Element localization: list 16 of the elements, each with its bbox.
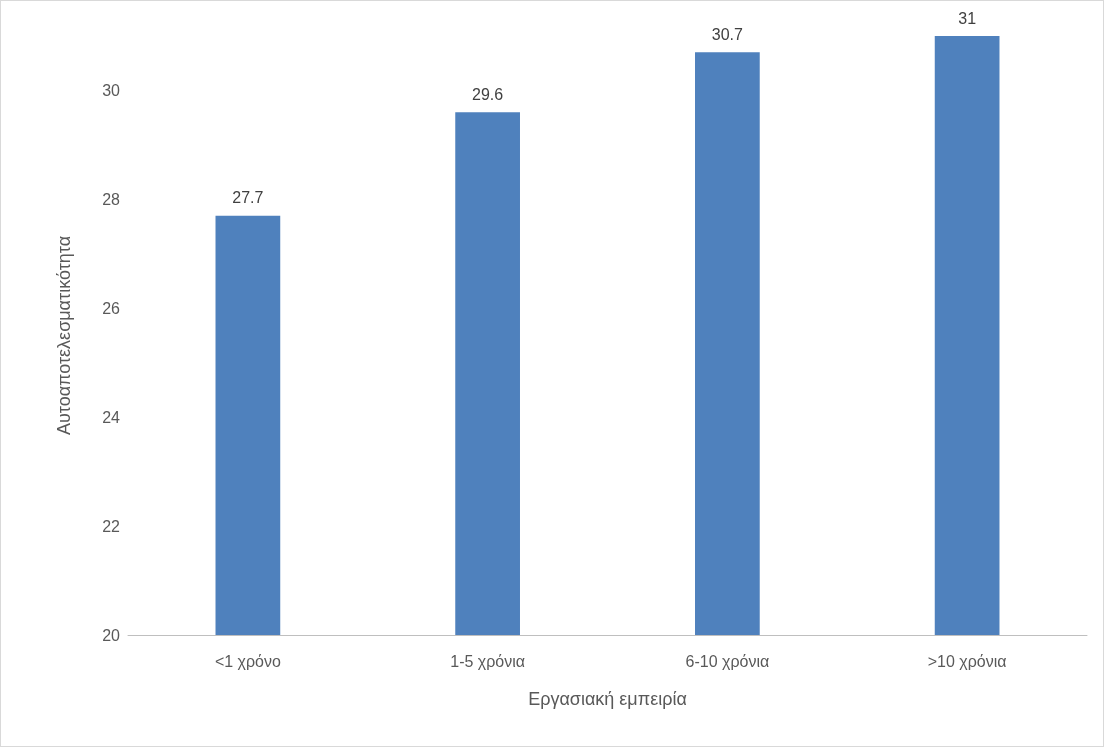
y-tick-label: 28 bbox=[102, 190, 121, 208]
data-label: 29.6 bbox=[472, 85, 504, 103]
y-tick-label: 26 bbox=[102, 299, 121, 317]
y-tick-label: 22 bbox=[102, 517, 121, 535]
data-label: 31 bbox=[958, 9, 977, 27]
y-tick-label: 20 bbox=[102, 626, 121, 644]
x-tick-label: 1-5 χρόνια bbox=[450, 652, 526, 670]
x-axis-title: Εργασιακή εμπειρία bbox=[528, 689, 687, 709]
x-tick-label: >10 χρόνια bbox=[927, 652, 1007, 670]
y-tick-label: 30 bbox=[102, 81, 121, 99]
data-label: 30.7 bbox=[711, 25, 744, 43]
data-label: 27.7 bbox=[232, 189, 264, 207]
x-tick-label: 6-10 χρόνια bbox=[685, 652, 770, 670]
x-tick-label: <1 χρόνο bbox=[214, 652, 281, 670]
y-tick-label: 24 bbox=[102, 408, 121, 426]
y-axis-title: Αυτοαποτελεσματικότητα bbox=[54, 235, 74, 436]
